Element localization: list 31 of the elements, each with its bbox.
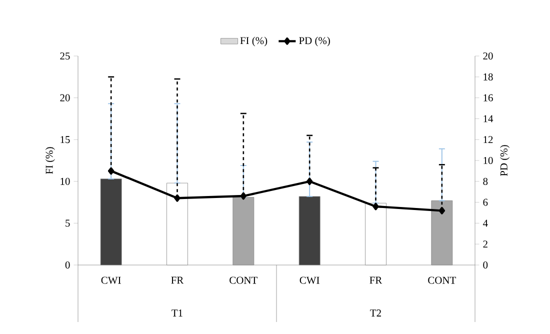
y-tick-label: 5 [66,220,70,227]
text: T2 [370,310,381,316]
y2-tick-label: 0 [483,261,488,269]
y-tick-label: 25 [60,52,70,60]
point [174,194,180,202]
y2-tick-label: 14 [484,115,494,122]
y2-tick-label: 6 [483,198,488,206]
y2-tick-label: 12 [484,136,493,144]
y2-tick-label: 2 [483,240,488,248]
y-tick-label: 10 [60,178,70,185]
text: T1 [172,310,182,316]
legend-label: FI (%) [240,36,268,46]
y2-tick-label: 10 [484,156,493,164]
point [306,178,313,186]
y2-axis-title: PD (%) [500,145,510,176]
x-tick-label: CONT [428,276,456,284]
x-tick-label: CONT [230,276,258,284]
y2-tick-label: 16 [484,94,493,102]
y-tick-label: 0 [65,261,70,269]
x-tick-label: CWI [101,276,121,284]
y2-tick-label: 20 [483,52,493,60]
y2-tick-label: 8 [483,178,488,185]
x-tick-label: FR [370,276,382,284]
legend-label: PD (%) [299,36,330,46]
x-tick-label: FR [171,276,184,284]
x-tick-label: CWI [300,276,320,284]
y2-tick-label: 4 [482,220,488,227]
y-tick-label: 20 [60,94,70,102]
y-tick-label: 15 [60,136,70,144]
y2-tick-label: 18 [484,73,493,80]
y-axis-title: FI (%) [45,147,55,174]
